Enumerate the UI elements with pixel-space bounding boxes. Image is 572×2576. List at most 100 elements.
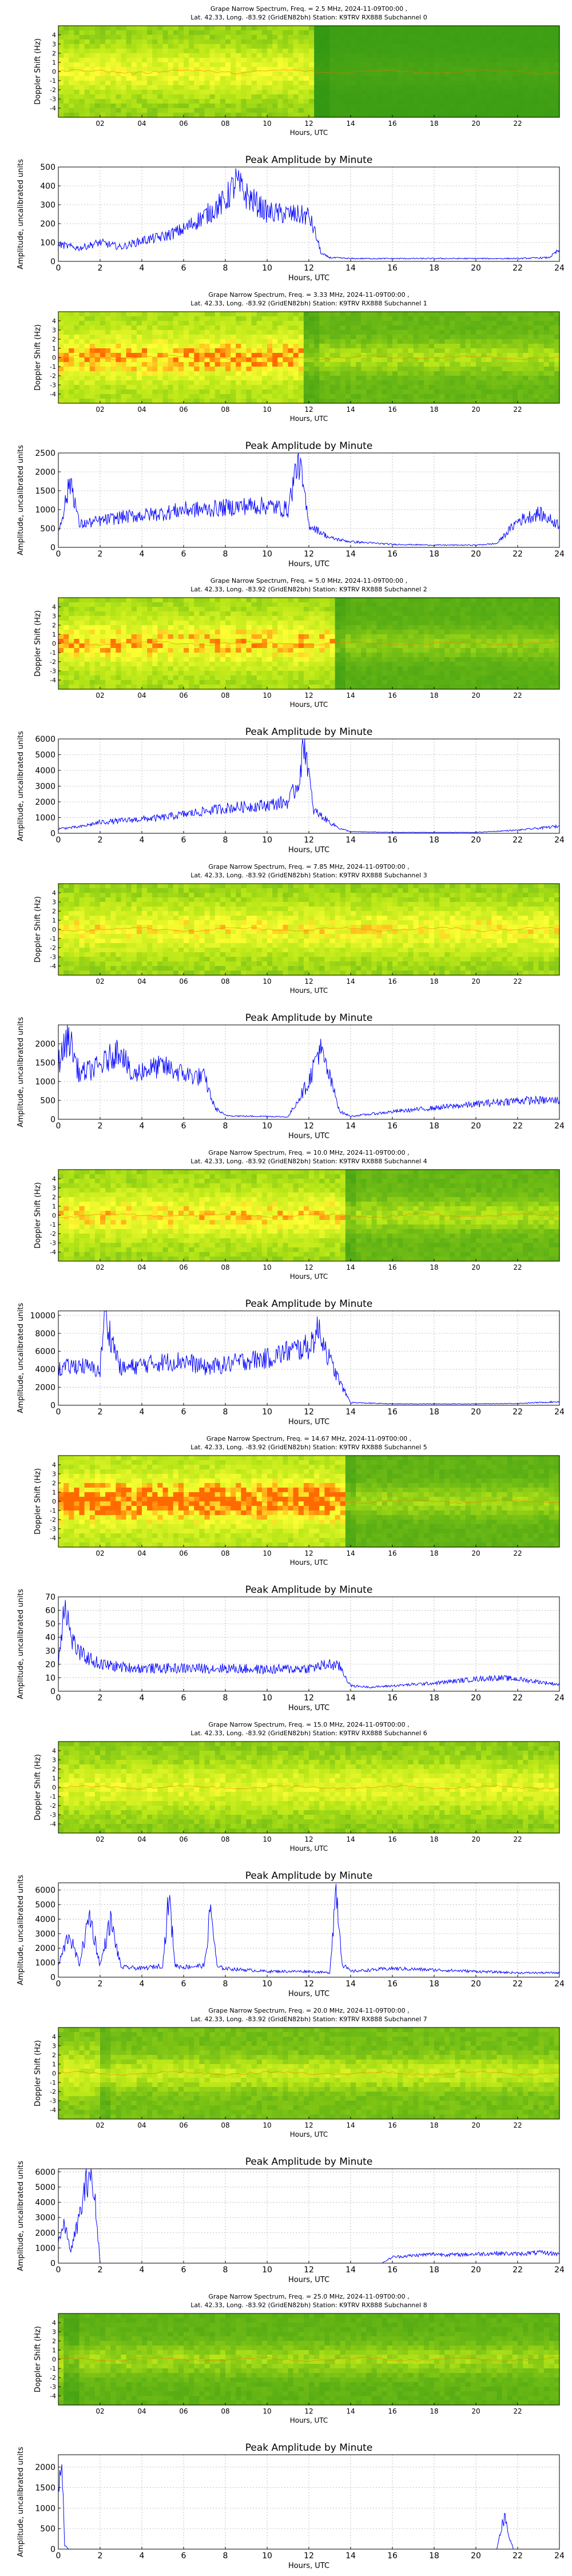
waterfall-cell <box>283 616 288 621</box>
waterfall-cell <box>121 685 127 690</box>
waterfall-cell <box>466 376 471 381</box>
waterfall-cell <box>319 76 325 81</box>
waterfall-cell <box>429 339 435 344</box>
waterfall-cell <box>257 26 263 31</box>
waterfall-cell <box>147 675 153 681</box>
waterfall-cell <box>408 357 414 363</box>
waterfall-cell <box>267 621 273 626</box>
waterfall-cell <box>330 312 336 317</box>
waterfall-cell <box>403 385 408 390</box>
waterfall-cell <box>309 316 315 321</box>
waterfall-cell <box>366 99 372 104</box>
waterfall-cell <box>429 53 435 58</box>
waterfall-cell <box>481 81 487 86</box>
waterfall-cell <box>252 621 257 626</box>
waterfall-cell <box>252 76 257 81</box>
waterfall-cell <box>152 367 158 372</box>
waterfall-cell <box>163 611 169 617</box>
waterfall-cell <box>132 680 137 685</box>
waterfall-cell <box>340 71 346 77</box>
waterfall-cell <box>539 58 545 63</box>
waterfall-cell <box>460 113 466 118</box>
waterfall-cell <box>372 71 378 77</box>
waterfall-cell <box>351 316 356 321</box>
waterfall-cell <box>419 108 424 113</box>
waterfall-cell <box>184 67 189 72</box>
waterfall-cell <box>168 362 174 367</box>
waterfall-cell <box>80 316 85 321</box>
waterfall-cell <box>356 339 362 344</box>
waterfall-cell <box>392 104 398 109</box>
waterfall-cell <box>241 85 247 90</box>
waterfall-cell <box>330 389 336 395</box>
waterfall-cell <box>481 367 487 372</box>
waterfall-cell <box>372 85 378 90</box>
waterfall-cell <box>476 316 482 321</box>
waterfall-cell <box>85 85 90 90</box>
waterfall-cell <box>58 671 64 676</box>
waterfall-cell <box>194 99 200 104</box>
waterfall-cell <box>85 616 90 621</box>
waterfall-cell <box>215 39 221 45</box>
waterfall-cell <box>152 316 158 321</box>
waterfall-cell <box>110 399 116 404</box>
waterfall-cell <box>121 616 127 621</box>
waterfall-cell <box>481 85 487 90</box>
waterfall-cell <box>392 71 398 77</box>
waterfall-cell <box>116 39 121 45</box>
waterfall-cell <box>74 389 80 395</box>
waterfall-cell <box>80 607 85 612</box>
waterfall-cell <box>205 330 210 335</box>
waterfall-cell <box>345 312 351 317</box>
waterfall-cell <box>121 362 127 367</box>
waterfall-cell <box>121 380 127 385</box>
waterfall-cell <box>309 76 315 81</box>
waterfall-cell <box>157 30 163 35</box>
waterfall-cell <box>518 39 523 45</box>
waterfall-cell <box>387 348 393 353</box>
waterfall-cell <box>90 30 96 35</box>
waterfall-cell <box>382 371 388 376</box>
waterfall-cell <box>58 312 64 317</box>
waterfall-cell <box>90 316 96 321</box>
waterfall-cell <box>481 30 487 35</box>
waterfall-cell <box>105 312 111 317</box>
waterfall-cell <box>121 648 127 653</box>
waterfall-cell <box>366 385 372 390</box>
waterfall-cell <box>121 621 127 626</box>
waterfall-cell <box>513 49 518 54</box>
waterfall-cell <box>330 49 336 54</box>
waterfall-cell <box>231 371 236 376</box>
waterfall-cell <box>528 394 534 399</box>
waterfall-cell <box>236 30 241 35</box>
waterfall-cell <box>356 58 362 63</box>
waterfall-cell <box>345 58 351 63</box>
waterfall-cell <box>132 598 137 603</box>
waterfall-cell <box>90 312 96 317</box>
waterfall-cell <box>215 62 221 67</box>
waterfall-cell <box>267 394 273 399</box>
waterfall-cell <box>434 30 440 35</box>
waterfall-cell <box>105 67 111 72</box>
waterfall-cell <box>231 367 236 372</box>
waterfall-cell <box>330 321 336 326</box>
waterfall-cell <box>283 76 288 81</box>
waterfall-cell <box>220 376 226 381</box>
waterfall-cell <box>277 675 283 681</box>
waterfall-cell <box>110 104 116 109</box>
waterfall-cell <box>429 71 435 77</box>
waterfall-cell <box>194 76 200 81</box>
waterfall-cell <box>523 35 529 40</box>
waterfall-cell <box>85 680 90 685</box>
waterfall-cell <box>377 39 383 45</box>
waterfall-cell <box>74 26 80 31</box>
waterfall-cell <box>110 26 116 31</box>
waterfall-cell <box>523 99 529 104</box>
waterfall-cell <box>424 362 430 367</box>
waterfall-cell <box>277 389 283 395</box>
waterfall-cell <box>497 58 503 63</box>
waterfall-cell <box>277 653 283 658</box>
waterfall-cell <box>361 335 367 340</box>
waterfall-cell <box>434 113 440 118</box>
waterfall-cell <box>533 94 539 100</box>
